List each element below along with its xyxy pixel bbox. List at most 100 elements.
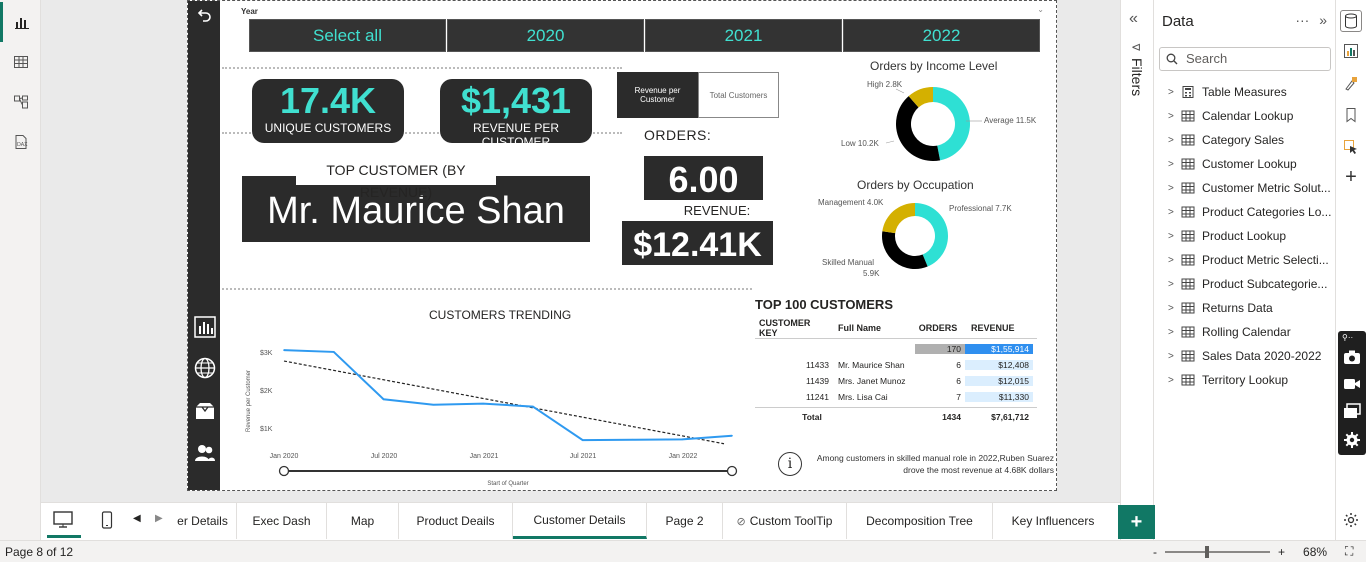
col-orders[interactable]: ORDERS	[918, 322, 958, 333]
chevron-down-icon[interactable]: ⌄	[1037, 5, 1044, 14]
chevron-right-icon[interactable]: >	[1168, 182, 1174, 194]
tab-exec-dash[interactable]: Exec Dash	[237, 503, 327, 539]
date-range-slider-end-handle[interactable]	[726, 465, 738, 477]
tab-customer-details[interactable]: Customer Details	[513, 503, 647, 539]
donut-slice-low[interactable]	[896, 96, 941, 161]
camera-icon[interactable]	[1343, 349, 1361, 365]
tab-product-details[interactable]: Product Deails	[399, 503, 513, 539]
search-input[interactable]: Search	[1159, 47, 1331, 71]
next-tab-icon[interactable]: ▶	[155, 513, 163, 524]
zoom-in-button[interactable]: +	[1278, 544, 1286, 559]
unique-customers-card[interactable]: 17.4K UNIQUE CUSTOMERS	[252, 79, 404, 143]
data-tree-item[interactable]: > Customer Metric Solut...	[1168, 178, 1332, 198]
more-options-icon[interactable]: ···	[1295, 12, 1310, 28]
data-tree-item[interactable]: > Rolling Calendar	[1168, 322, 1332, 342]
donut-slice-skilled-manual[interactable]	[882, 231, 928, 269]
toolbar-settings-icon[interactable]	[1343, 431, 1361, 449]
tab-page-2[interactable]: Page 2	[647, 503, 723, 539]
add-pane-icon[interactable]: +	[1345, 165, 1357, 188]
slicer-option-select-all[interactable]: Select all	[249, 19, 446, 52]
col-customer-key[interactable]: CUSTOMER KEY	[759, 317, 811, 338]
data-tree-item[interactable]: > Category Sales	[1168, 130, 1332, 150]
mobile-layout-icon[interactable]	[101, 511, 113, 529]
settings-gear-icon[interactable]	[1340, 509, 1362, 531]
total-customers-toggle[interactable]: Total Customers	[698, 72, 779, 118]
dashboard-nav-icon[interactable]	[193, 315, 217, 339]
chevron-right-icon[interactable]: >	[1168, 278, 1174, 290]
table-view-icon[interactable]	[0, 42, 41, 82]
visualizations-pane-icon[interactable]	[1340, 40, 1362, 62]
globe-map-nav-icon[interactable]	[193, 356, 217, 380]
data-pane-icon[interactable]	[1340, 10, 1362, 32]
data-tree-item[interactable]: > Territory Lookup	[1168, 370, 1332, 390]
income-donut-chart[interactable]	[888, 81, 978, 171]
zoom-slider[interactable]	[1165, 545, 1270, 558]
data-tree-item[interactable]: > Table Measures	[1168, 82, 1332, 102]
data-tree-item[interactable]: > Product Metric Selecti...	[1168, 250, 1332, 270]
chevron-right-icon[interactable]: >	[1168, 206, 1174, 218]
data-tree-item[interactable]: > Product Subcategorie...	[1168, 274, 1332, 294]
chevron-right-icon[interactable]: >	[1168, 326, 1174, 338]
format-brush-icon[interactable]	[1340, 72, 1362, 94]
pin-icon[interactable]: ⚲··	[1342, 333, 1354, 342]
date-range-slider-start-handle[interactable]	[278, 465, 290, 477]
report-view-icon[interactable]	[0, 2, 41, 42]
chevron-right-icon[interactable]: >	[1168, 134, 1174, 146]
occupation-donut-chart[interactable]	[878, 199, 952, 273]
donut-slice-professional[interactable]	[915, 203, 948, 267]
tab-customer-details-partial[interactable]: er Details	[169, 503, 237, 539]
zoom-out-button[interactable]: -	[1153, 544, 1157, 559]
table-row[interactable]: 11241 Mrs. Lisa Cai 7 $11,330	[755, 389, 1037, 405]
product-box-nav-icon[interactable]	[193, 399, 217, 423]
donut-slice-management[interactable]	[882, 203, 915, 234]
tab-key-influencers[interactable]: Key Influencers	[1011, 514, 1095, 528]
donut-slice-high[interactable]	[908, 87, 933, 108]
chevron-right-icon[interactable]: >	[1168, 110, 1174, 122]
slicer-option-2021[interactable]: 2021	[645, 19, 842, 52]
info-icon[interactable]: i	[778, 452, 802, 476]
donut-slice-average[interactable]	[933, 87, 970, 161]
desktop-layout-icon[interactable]	[53, 511, 73, 529]
tab-custom-tooltip[interactable]: ⊘ Custom ToolTip	[723, 503, 847, 539]
fit-to-page-icon[interactable]: ⛶	[1345, 544, 1354, 558]
data-tree-item[interactable]: > Customer Lookup	[1168, 154, 1332, 174]
data-tree-item[interactable]: > Product Lookup	[1168, 226, 1332, 246]
collapse-pane-icon[interactable]: »	[1319, 12, 1327, 28]
filters-pane-collapsed[interactable]: « ⊲ Filters	[1120, 0, 1153, 540]
add-page-button[interactable]: +	[1118, 505, 1155, 539]
video-camera-icon[interactable]	[1343, 377, 1361, 391]
chevron-right-icon[interactable]: >	[1168, 86, 1174, 98]
tab-decomposition-tree[interactable]: Decomposition Tree	[847, 503, 993, 539]
col-full-name[interactable]: Full Name	[838, 322, 882, 333]
chevron-right-icon[interactable]: >	[1168, 302, 1174, 314]
table-row-highlight[interactable]: 170 $1,55,914	[755, 341, 1037, 357]
col-revenue[interactable]: REVENUE	[971, 322, 1015, 333]
chevron-right-icon[interactable]: >	[1168, 374, 1174, 386]
selection-pane-icon[interactable]	[1340, 136, 1362, 158]
table-row[interactable]: 11433 Mr. Maurice Shan 6 $12,408	[755, 357, 1037, 373]
customers-nav-icon[interactable]	[193, 441, 217, 465]
chevron-right-icon[interactable]: >	[1168, 230, 1174, 242]
chevron-right-icon[interactable]: >	[1168, 254, 1174, 266]
data-tree-item[interactable]: > Calendar Lookup	[1168, 106, 1332, 126]
slicer-option-2022[interactable]: 2022	[843, 19, 1040, 52]
back-arrow-icon[interactable]	[193, 3, 217, 27]
zoom-level[interactable]: 68%	[1303, 544, 1328, 559]
table-row[interactable]: 11439 Mrs. Janet Munoz 6 $12,015	[755, 373, 1037, 389]
model-view-icon[interactable]	[0, 82, 41, 122]
chevron-right-icon[interactable]: >	[1168, 350, 1174, 362]
revenue-per-customer-series[interactable]	[283, 349, 733, 442]
revenue-per-customer-card[interactable]: $1,431 REVENUE PER CUSTOMER	[440, 79, 592, 149]
revenue-per-customer-toggle[interactable]: Revenue per Customer	[617, 72, 698, 118]
slicer-option-2020[interactable]: 2020	[447, 19, 644, 52]
data-tree-item[interactable]: > Sales Data 2020-2022	[1168, 346, 1332, 366]
prev-tab-icon[interactable]: ◀	[133, 513, 141, 524]
tab-map[interactable]: Map	[327, 503, 399, 539]
screen-snip-icon[interactable]	[1343, 403, 1361, 419]
bookmark-icon[interactable]	[1340, 104, 1362, 126]
data-tree-item[interactable]: > Product Categories Lo...	[1168, 202, 1332, 222]
zoom-slider-thumb[interactable]	[1205, 545, 1209, 558]
chevron-right-icon[interactable]: >	[1168, 158, 1174, 170]
data-tree-item[interactable]: > Returns Data	[1168, 298, 1332, 318]
expand-filters-icon[interactable]: «	[1129, 10, 1138, 27]
